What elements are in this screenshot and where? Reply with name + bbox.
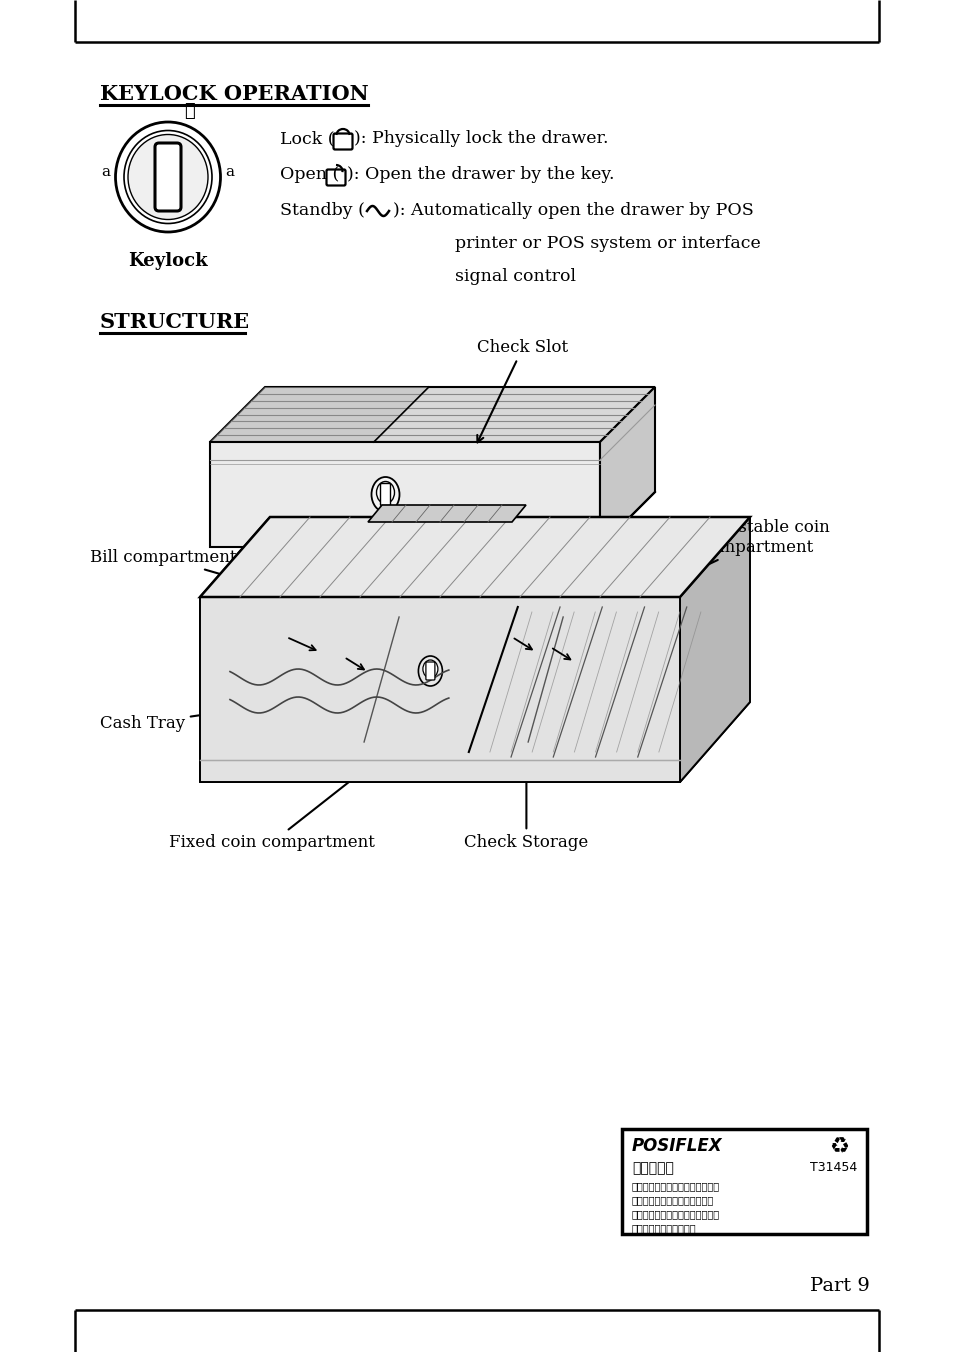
Polygon shape (200, 516, 749, 598)
Ellipse shape (418, 656, 442, 685)
Ellipse shape (124, 131, 212, 223)
Bar (621, 1129, 866, 1234)
Text: ): Physically lock the drawer.: ): Physically lock the drawer. (354, 130, 608, 147)
Text: T31454: T31454 (809, 1161, 856, 1174)
Text: 警告使用者: 警告使用者 (631, 1161, 673, 1175)
Text: signal control: signal control (455, 268, 576, 285)
Text: 擾，在這種情況下，使用者會被要: 擾，在這種情況下，使用者會被要 (631, 1209, 720, 1220)
FancyBboxPatch shape (334, 134, 352, 150)
Ellipse shape (422, 660, 437, 677)
Text: a: a (101, 165, 111, 178)
Text: Bill compartment: Bill compartment (90, 549, 260, 587)
Polygon shape (368, 506, 525, 522)
Text: STRUCTURE: STRUCTURE (100, 312, 250, 333)
Text: POSIFLEX: POSIFLEX (631, 1137, 721, 1155)
Text: 求採取某些適當的對策。: 求採取某些適當的對策。 (631, 1224, 696, 1233)
FancyBboxPatch shape (425, 662, 435, 680)
FancyBboxPatch shape (380, 484, 390, 506)
Polygon shape (679, 516, 749, 781)
Text: Part 9: Part 9 (809, 1278, 869, 1295)
Text: Keylock: Keylock (128, 251, 208, 270)
Polygon shape (210, 442, 599, 548)
Text: Check Slot: Check Slot (476, 339, 568, 442)
Ellipse shape (376, 481, 395, 503)
Text: KEYLOCK OPERATION: KEYLOCK OPERATION (100, 84, 369, 104)
Polygon shape (210, 387, 655, 442)
Text: Standby (: Standby ( (280, 201, 364, 219)
Text: Fixed coin compartment: Fixed coin compartment (169, 771, 375, 850)
Polygon shape (210, 387, 428, 442)
Text: ♻: ♻ (828, 1137, 848, 1157)
Text: Cash Tray: Cash Tray (100, 706, 245, 731)
Ellipse shape (115, 122, 220, 233)
Text: ): Automatically open the drawer by POS: ): Automatically open the drawer by POS (393, 201, 753, 219)
Text: a: a (225, 165, 234, 178)
Ellipse shape (128, 134, 208, 219)
Text: ): Open the drawer by the key.: ): Open the drawer by the key. (347, 166, 614, 183)
FancyBboxPatch shape (326, 169, 345, 185)
Polygon shape (200, 516, 270, 781)
Text: ∿: ∿ (185, 101, 195, 120)
Ellipse shape (371, 477, 399, 512)
Text: Open (: Open ( (280, 166, 339, 183)
Text: printer or POS system or interface: printer or POS system or interface (455, 235, 760, 251)
Polygon shape (599, 387, 655, 548)
FancyBboxPatch shape (154, 143, 181, 211)
Text: 這是甲類的資訊產品，在居住的環: 這是甲類的資訊產品，在居住的環 (631, 1182, 720, 1191)
Text: Adjustable coin
compartment: Adjustable coin compartment (654, 519, 829, 589)
Polygon shape (200, 598, 679, 781)
Text: Check Storage: Check Storage (464, 772, 588, 850)
Polygon shape (200, 702, 749, 781)
Text: Inside CR-2210/ 2214/ 2215: Inside CR-2210/ 2214/ 2215 (290, 622, 582, 639)
Text: 境中使用時，可能會造成射頻干: 境中使用時，可能會造成射頻干 (631, 1195, 714, 1205)
Text: Lock (: Lock ( (280, 130, 335, 147)
